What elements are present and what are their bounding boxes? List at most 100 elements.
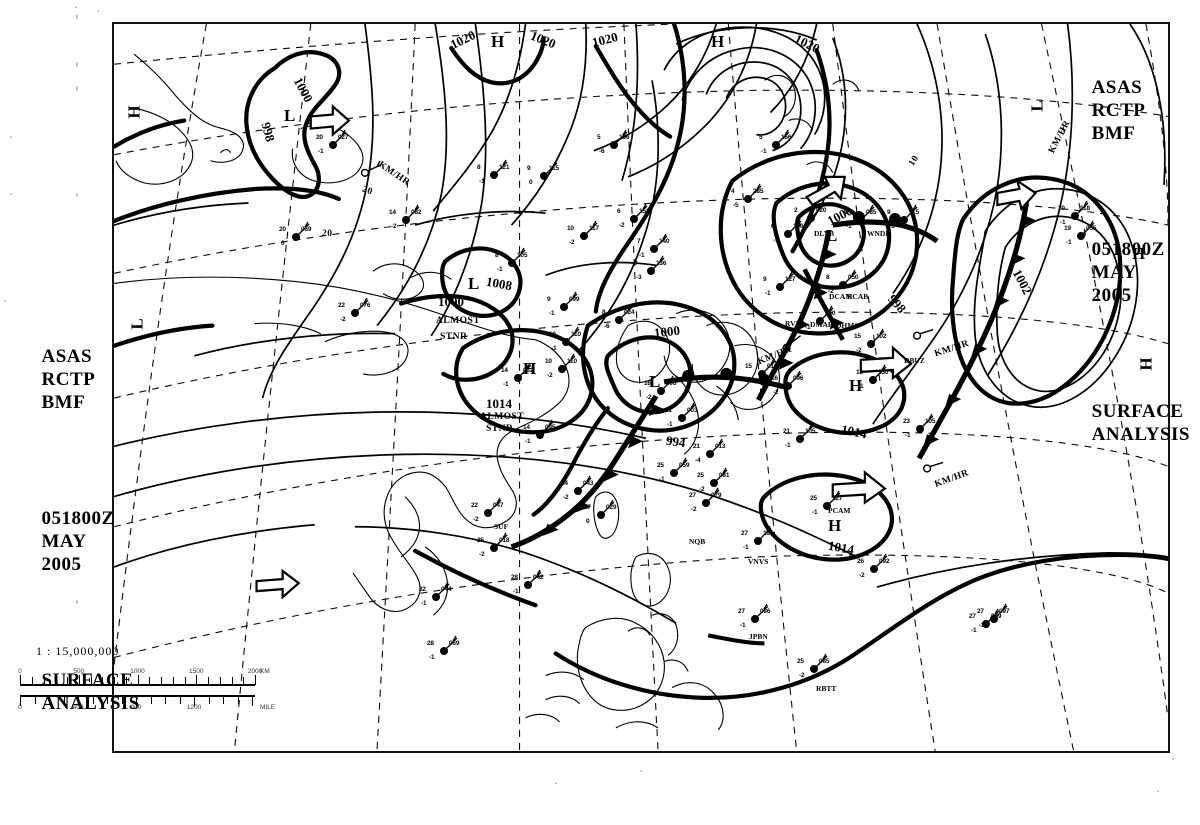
station-pressure: 105 [517,252,528,259]
station-pressure: 082 [523,367,534,374]
isobars-thin [114,24,1168,625]
scan-speckle [76,86,78,91]
station-dewpoint: -6 [599,148,605,155]
scale-tick-mile [107,696,109,704]
station-dewpoint: -2 [479,551,485,558]
station-circle [796,435,804,443]
station-dewpoint: -1 [479,178,485,185]
station-wind-barb [602,499,615,514]
station-circle [744,195,752,203]
station-temperature: 9 [844,209,848,216]
station-circle [751,615,759,623]
station-dewpoint: -1 [513,588,519,595]
scale-mile-label: 1200 [186,704,202,711]
station-pressure: 110 [571,331,581,338]
station-wind-barb [781,271,794,286]
station-wind-barb [905,204,918,219]
station-wind-barb [763,358,776,373]
station-temperature: 8 [495,252,499,259]
station-circle [574,487,582,495]
station-wind-barb [749,183,762,198]
station-pressure: 097 [999,608,1010,615]
station-temperature: 14 [501,367,508,374]
station-circle [432,593,440,601]
station-pressure: 069 [301,226,312,233]
station-wind-barb [662,375,675,390]
station-dewpoint: -2 [856,347,862,354]
title-valid-time-2: 051800Z [41,507,115,529]
station-temperature: 9 [527,165,531,172]
scale-tick-mile [92,696,94,704]
station-pressure: 006 [666,380,677,387]
scale-tick-mile [179,696,181,704]
station-circle [630,215,638,223]
station-temperature: 27 [584,504,591,511]
station-temperature: 9 [763,276,767,283]
station-circle [536,431,544,439]
station-circle [1077,232,1085,240]
station-wind-barb [356,297,369,312]
station-circle [657,387,665,395]
station-dewpoint: -1 [525,438,531,445]
station-wind-barb [759,525,772,540]
station-circle [514,374,522,382]
station-circle [329,141,337,149]
station-pressure: 059 [679,462,690,469]
station-temperature: 9 [634,260,638,267]
station-wind-barb [529,569,542,584]
station-wind-barb [862,204,875,219]
station-identifier: DLYB [814,229,835,238]
station-dewpoint: 0 [586,518,590,525]
station-circle [597,511,605,519]
station-wind-barb [297,221,310,236]
station-dewpoint: -1 [1060,219,1066,226]
scale-tick-mile [208,696,210,704]
station-temperature: 2 [794,207,798,214]
scale-tick-km [125,677,127,685]
station-pressure: 044 [441,586,452,593]
scale-bar: 0 500 1000 1500 2000 0 400 800 1200 KM MILE [18,668,275,711]
title-analysis: ANALYSIS [1091,424,1190,446]
station-temperature: 32 [419,586,426,593]
station-pressure: 003 [687,407,698,414]
scan-speckle [76,62,78,67]
station-identifier: DBUZ [904,356,925,365]
low-center-symbol: L [826,226,838,245]
station-circle [867,340,875,348]
map-frame: L H L L H L H H L H H L H H 1020 1020 1020 1020 1000 998 100… [112,22,1170,753]
station-temperature: 10 [567,225,574,232]
station-dewpoint: -1 [429,654,435,661]
station-temperature: 4 [731,188,735,195]
station-dewpoint: -2 [340,316,346,323]
station-temperature: 9 [887,209,891,216]
station-dewpoint: -6 [604,323,610,330]
station-circle [784,230,792,238]
station-temperature: 28 [427,640,434,647]
station-pressure: 043 [583,480,594,487]
scale-tick-mile [165,696,167,704]
station-wind-barb [874,364,887,379]
station-temperature: 5 [597,134,601,141]
station-wind-barb [875,553,888,568]
station-wind-barb [437,581,450,596]
station-dewpoint: -1 [773,237,779,244]
station-dewpoint: -2 [619,222,625,229]
station-pressure: 024 [624,309,635,316]
station-circle [816,317,824,325]
scale-tick-mile [121,696,123,704]
scale-tick-km [31,677,33,685]
scan-speckle [640,770,642,772]
station-identifier: DCAM [829,292,853,301]
high-center-symbol: H [491,32,505,51]
scale-tick-km [243,677,245,685]
station-pressure: 095 [545,424,556,431]
station-wind-barb [407,204,420,219]
title-office-2: BMF [41,392,86,414]
cold-front-bottom [707,633,765,646]
station-identifier: NQB [689,537,706,546]
scale-ratio: 1 : 15,000,000 [36,644,120,658]
station-pressure: 140 [659,238,670,245]
isobars-bold [114,24,1168,700]
scale-tick-km [78,675,80,685]
wind-barbs [360,160,944,473]
